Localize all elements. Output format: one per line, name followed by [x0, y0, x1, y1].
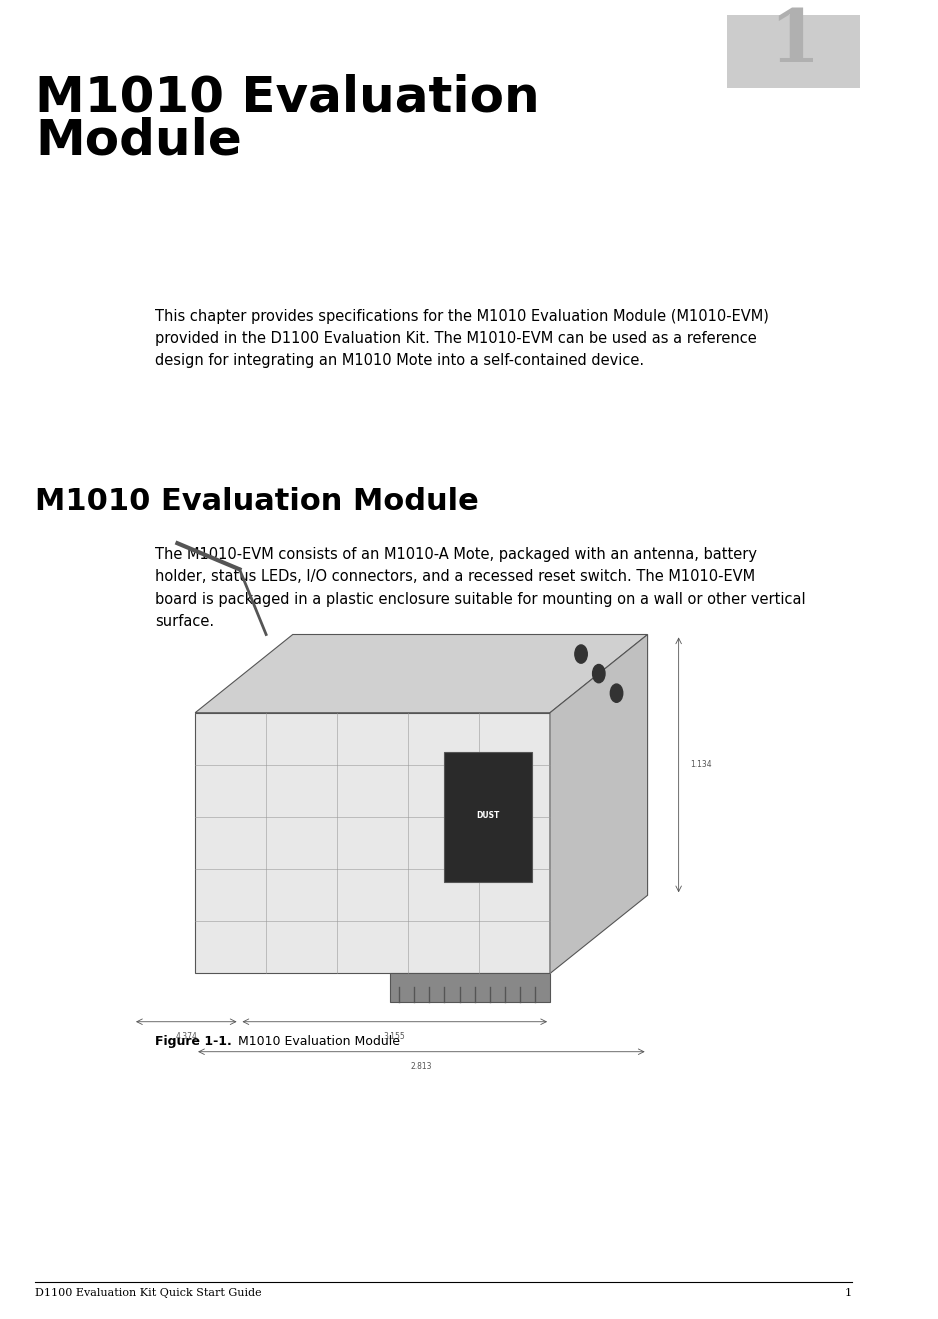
Polygon shape — [390, 973, 550, 1002]
Polygon shape — [195, 712, 550, 973]
Text: Figure 1-1.: Figure 1-1. — [156, 1035, 232, 1047]
Text: M1010 Evaluation Module: M1010 Evaluation Module — [36, 487, 479, 516]
Circle shape — [611, 685, 623, 702]
Polygon shape — [195, 634, 647, 712]
Circle shape — [575, 645, 587, 663]
Text: 4.374: 4.374 — [175, 1033, 197, 1041]
Text: 2.813: 2.813 — [411, 1062, 432, 1071]
FancyBboxPatch shape — [444, 752, 532, 882]
Text: 1: 1 — [844, 1289, 852, 1298]
Text: 1: 1 — [769, 5, 819, 77]
Text: M1010 Evaluation: M1010 Evaluation — [36, 74, 540, 121]
Text: This chapter provides specifications for the M1010 Evaluation Module (M1010-EVM): This chapter provides specifications for… — [156, 309, 769, 368]
Text: M1010 Evaluation Module: M1010 Evaluation Module — [221, 1035, 400, 1047]
Polygon shape — [550, 634, 647, 973]
Circle shape — [593, 665, 605, 683]
Text: D1100 Evaluation Kit Quick Start Guide: D1100 Evaluation Kit Quick Start Guide — [36, 1289, 262, 1298]
Text: The M1010-EVM consists of an M1010-A Mote, packaged with an antenna, battery
hol: The M1010-EVM consists of an M1010-A Mot… — [156, 547, 806, 629]
FancyBboxPatch shape — [728, 0, 860, 88]
Text: DUST: DUST — [477, 811, 500, 820]
Text: 1.134: 1.134 — [690, 760, 712, 769]
Text: 3.155: 3.155 — [384, 1033, 405, 1041]
Text: Module: Module — [36, 117, 242, 165]
